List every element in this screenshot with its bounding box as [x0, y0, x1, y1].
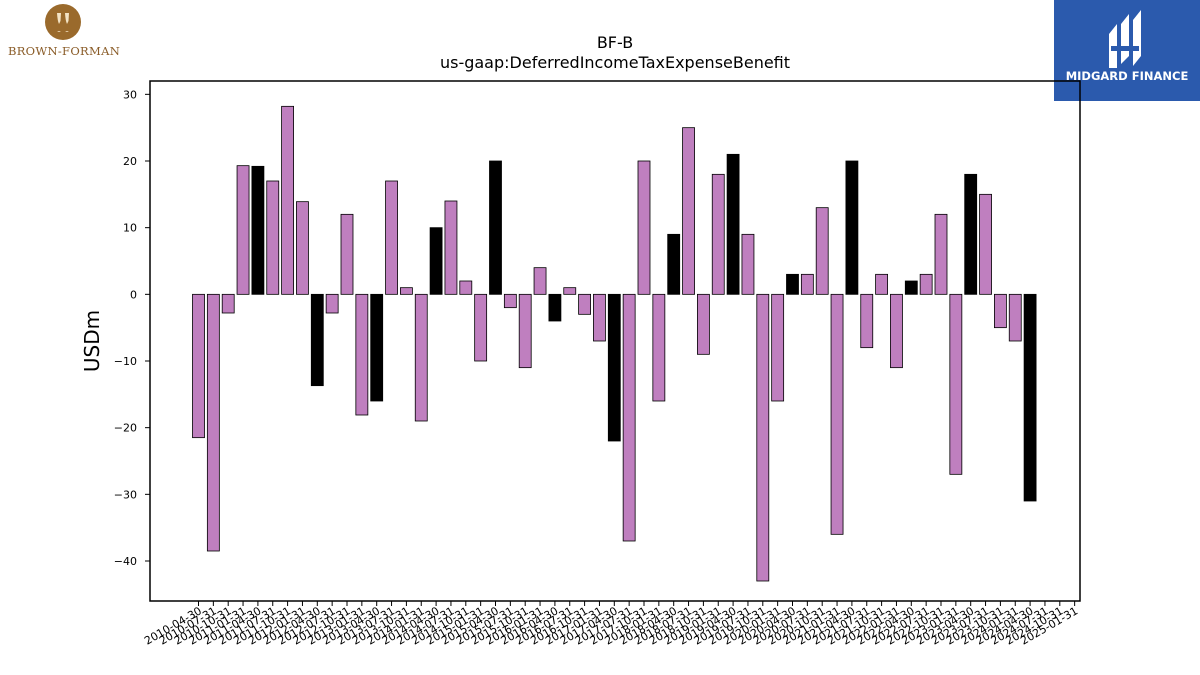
bar-2018-10-31	[697, 293, 710, 355]
bar-2024-01-31	[1008, 293, 1022, 342]
chart-subtitle: us-gaap:DeferredIncomeTaxExpenseBenefit	[440, 53, 790, 72]
bar-2016-04-30	[548, 293, 562, 322]
brown-forman-wordmark: BROWN-FORMAN	[7, 44, 121, 58]
bar-2019-04-30	[726, 153, 740, 295]
bar-2014-04-30	[429, 227, 443, 295]
bar-2022-10-31	[934, 213, 948, 295]
bar-2021-01-31	[830, 293, 844, 535]
bar-2017-04-30	[607, 293, 621, 442]
bar-2018-01-31	[652, 293, 666, 402]
bar-2011-07-31	[266, 180, 280, 295]
bars-layer	[192, 105, 1037, 582]
y-axis-label: USDm	[80, 310, 104, 372]
bar-2023-01-31	[949, 293, 963, 475]
bar-2013-01-31	[355, 293, 369, 416]
y-tick-label: −10	[114, 355, 137, 368]
y-axis: 30 20 10 0 −10 −20 −30 −40	[114, 88, 150, 568]
y-tick-label: 0	[130, 288, 137, 301]
bar-2017-01-31	[593, 293, 606, 342]
bar-2014-07-31	[444, 200, 458, 295]
bar-2010-10-31	[221, 293, 235, 314]
bar-2024-04-30	[1023, 293, 1037, 502]
midgard-mark-icon	[1109, 10, 1141, 68]
y-tick-label: 20	[123, 155, 137, 168]
bar-2020-07-31	[800, 273, 814, 295]
bar-2010-04-30	[192, 293, 205, 439]
bar-2019-01-31	[711, 173, 725, 295]
brown-forman-logo: BROWN-FORMAN	[0, 0, 130, 64]
bar-2018-07-31	[682, 127, 695, 295]
bar-2012-07-31	[325, 293, 339, 314]
bar-2013-10-31	[399, 287, 413, 295]
midgard-finance-logo: MIDGARD FINANCE	[1054, 0, 1200, 101]
bar-2022-04-30	[904, 280, 918, 295]
brown-forman-seal-icon	[45, 4, 81, 40]
bar-2023-10-31	[994, 293, 1007, 329]
bar-2021-04-30	[845, 160, 859, 295]
bar-2012-04-30	[310, 293, 324, 387]
bar-2017-10-31	[637, 160, 651, 295]
bar-2019-10-31	[756, 293, 770, 582]
bar-2016-10-31	[578, 293, 591, 315]
y-tick-label: 10	[123, 222, 137, 235]
chart-title: BF-B	[597, 33, 633, 52]
y-tick-label: −30	[114, 488, 137, 501]
bar-2011-01-31	[236, 165, 250, 295]
midgard-finance-wordmark: MIDGARD FINANCE	[1065, 69, 1189, 83]
y-tick-label: −40	[114, 555, 137, 568]
bar-2011-10-31	[281, 105, 295, 295]
bar-2020-01-31	[771, 293, 785, 402]
bar-2016-07-31	[563, 287, 577, 295]
bar-2022-01-31	[890, 293, 903, 369]
bar-2020-04-30	[786, 273, 799, 295]
bar-2010-07-31	[206, 293, 220, 552]
bar-2014-10-31	[459, 280, 473, 295]
bar-2018-04-30	[667, 233, 681, 295]
bar-2021-07-31	[860, 293, 874, 349]
bar-2015-10-31	[518, 293, 532, 369]
bar-2012-01-31	[296, 201, 309, 295]
bar-2015-04-30	[489, 160, 502, 295]
bar-2023-04-30	[964, 173, 978, 295]
plot-frame	[149, 80, 1081, 602]
bar-2012-10-31	[340, 213, 354, 295]
bar-2023-07-31	[979, 193, 992, 295]
bar-2022-07-31	[919, 273, 933, 295]
x-axis: 2010-04-302010-07-312010-10-312011-01-31…	[142, 601, 1080, 648]
bar-2020-10-31	[815, 207, 829, 295]
bar-2015-01-31	[474, 293, 488, 362]
bar-2013-04-30	[370, 293, 384, 402]
bar-2016-01-31	[533, 267, 547, 295]
bar-2019-07-31	[741, 233, 755, 295]
y-tick-label: 30	[123, 88, 137, 101]
y-tick-label: −20	[114, 422, 137, 435]
bar-2021-10-31	[875, 273, 888, 295]
bar-2014-01-31	[414, 293, 428, 422]
bar-2011-04-30	[251, 165, 265, 295]
bar-2017-07-31	[622, 293, 636, 542]
bar-2015-07-31	[503, 293, 517, 309]
bar-2013-07-31	[385, 180, 398, 295]
